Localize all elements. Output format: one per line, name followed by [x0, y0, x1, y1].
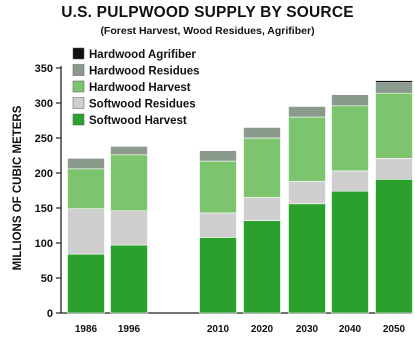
x-tick-label: 2020 [251, 324, 274, 335]
bar-segment-softwood-harvest [67, 253, 105, 314]
bar-segment-softwood-residues [67, 208, 105, 255]
x-tick-label: 2050 [383, 324, 406, 335]
legend: Hardwood Agrifiber Hardwood Residues Hardw… [72, 47, 200, 127]
bar-segment-hardwood-residues [110, 146, 148, 156]
bar-segment-softwood-harvest [243, 220, 281, 314]
bar-segment-softwood-harvest [331, 190, 369, 314]
bar-segment-softwood-residues [110, 210, 148, 246]
bar-segment-softwood-residues [243, 197, 281, 221]
y-tick-label: 200 [35, 168, 53, 180]
legend-label: Hardwood Residues [89, 66, 200, 78]
x-tick-label: 1986 [75, 324, 98, 335]
bar-segment-softwood-harvest [199, 237, 237, 314]
y-tick-label: 350 [35, 63, 53, 75]
bar-segment-hardwood-harvest [288, 116, 326, 182]
legend-swatch [72, 47, 85, 60]
bar-segment-hardwood-harvest [67, 168, 105, 210]
legend-swatch [72, 64, 85, 76]
y-axis-title: MILLIONS OF CUBIC METERS [12, 105, 24, 270]
legend-label: Hardwood Harvest [89, 82, 191, 94]
x-tick-label: 2030 [296, 324, 319, 335]
bar-segment-softwood-harvest [288, 203, 326, 314]
bar-segment-softwood-residues [331, 170, 369, 192]
bar-segment-hardwood-residues [331, 94, 369, 107]
y-tick-label: 250 [35, 133, 53, 145]
bar-segment-hardwood-harvest [199, 160, 237, 214]
bars [67, 80, 413, 314]
bar-segment-softwood-harvest [375, 179, 413, 314]
bar-segment-softwood-residues [288, 181, 326, 205]
bar-segment-hardwood-harvest [110, 154, 148, 212]
x-axis-ticks: 1986 1996 2010 2020 2030 2040 2050 [75, 324, 406, 335]
bar-segment-hardwood-residues [288, 106, 326, 118]
legend-swatch [72, 97, 85, 109]
x-tick-label: 2010 [207, 324, 230, 335]
legend-swatch [72, 113, 85, 126]
bar-segment-hardwood-residues [375, 82, 413, 94]
bar-segment-softwood-harvest [110, 244, 148, 314]
y-tick-label: 0 [47, 308, 53, 320]
bar-segment-hardwood-residues [243, 127, 281, 139]
bar-segment-hardwood-harvest [243, 137, 281, 198]
y-tick-label: 300 [35, 98, 53, 110]
bar-segment-softwood-residues [199, 212, 237, 238]
bar-segment-hardwood-residues [199, 150, 237, 162]
legend-swatch [72, 80, 85, 93]
chart-subtitle: (Forest Harvest, Wood Residues, Agrifibe… [100, 25, 315, 37]
y-tick-label: 100 [35, 238, 53, 250]
bar-segment-hardwood-harvest [331, 105, 369, 172]
y-tick-label: 150 [35, 203, 53, 215]
x-tick-label: 2040 [339, 324, 362, 335]
bar-segment-hardwood-harvest [375, 92, 413, 159]
bar-segment-softwood-residues [375, 158, 413, 180]
bar-segment-hardwood-residues [67, 158, 105, 170]
bar-segment-hardwood-agrifiber [375, 80, 413, 83]
legend-label: Hardwood Agrifiber [89, 49, 196, 61]
legend-label: Softwood Residues [89, 99, 196, 111]
legend-label: Softwood Harvest [89, 115, 187, 127]
chart-title: U.S. PULPWOOD SUPPLY BY SOURCE [61, 4, 354, 21]
x-tick-label: 1996 [118, 324, 141, 335]
y-tick-label: 50 [41, 273, 53, 285]
